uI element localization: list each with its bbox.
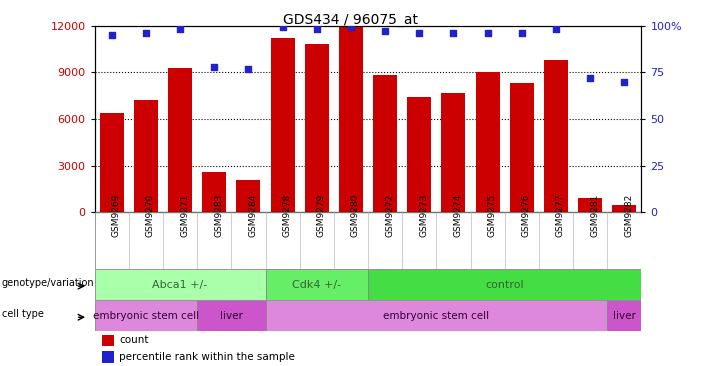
Text: GSM9276: GSM9276 bbox=[522, 193, 531, 237]
Bar bbox=[100, 113, 123, 212]
Bar bbox=[544, 60, 568, 212]
Text: GSM9269: GSM9269 bbox=[111, 193, 121, 237]
Text: GSM9284: GSM9284 bbox=[248, 194, 257, 237]
Text: GSM9271: GSM9271 bbox=[180, 193, 189, 237]
Point bbox=[619, 79, 630, 85]
Bar bbox=[203, 172, 226, 212]
Point bbox=[516, 30, 527, 36]
Point bbox=[277, 25, 288, 30]
Bar bbox=[613, 205, 637, 212]
Text: embryonic stem cell: embryonic stem cell bbox=[383, 311, 489, 321]
Text: GSM9275: GSM9275 bbox=[488, 193, 496, 237]
Text: genotype/variation: genotype/variation bbox=[2, 278, 95, 288]
Text: GDS434 / 96075_at: GDS434 / 96075_at bbox=[283, 13, 418, 27]
Text: GSM9273: GSM9273 bbox=[419, 193, 428, 237]
Text: GSM9270: GSM9270 bbox=[146, 193, 155, 237]
Point bbox=[482, 30, 494, 36]
Point bbox=[414, 30, 425, 36]
Point bbox=[175, 26, 186, 32]
Bar bbox=[305, 44, 329, 212]
Bar bbox=[134, 100, 158, 212]
Bar bbox=[442, 93, 465, 212]
Bar bbox=[266, 269, 368, 300]
Bar bbox=[476, 71, 500, 212]
Bar bbox=[339, 26, 363, 212]
Text: GSM9274: GSM9274 bbox=[454, 194, 463, 237]
Text: GSM9277: GSM9277 bbox=[556, 193, 565, 237]
Bar bbox=[373, 75, 397, 212]
Point bbox=[448, 30, 459, 36]
Text: percentile rank within the sample: percentile rank within the sample bbox=[119, 352, 295, 362]
Text: control: control bbox=[485, 280, 524, 290]
Bar bbox=[407, 97, 431, 212]
Point bbox=[140, 30, 151, 36]
Bar bbox=[236, 180, 260, 212]
Text: GSM9282: GSM9282 bbox=[625, 194, 633, 237]
Bar bbox=[368, 269, 641, 300]
Point bbox=[243, 66, 254, 71]
Text: embryonic stem cell: embryonic stem cell bbox=[93, 311, 199, 321]
Bar bbox=[197, 300, 266, 331]
Text: GSM9283: GSM9283 bbox=[215, 193, 223, 237]
Text: GSM9279: GSM9279 bbox=[317, 193, 326, 237]
Text: GSM9281: GSM9281 bbox=[590, 193, 599, 237]
Text: GSM9272: GSM9272 bbox=[385, 194, 394, 237]
Point bbox=[550, 26, 562, 32]
Bar bbox=[102, 335, 114, 346]
Bar bbox=[266, 300, 607, 331]
Bar bbox=[607, 300, 641, 331]
Point bbox=[209, 64, 220, 70]
Point bbox=[585, 75, 596, 81]
Text: GSM9278: GSM9278 bbox=[283, 193, 292, 237]
Bar bbox=[95, 300, 197, 331]
Bar bbox=[578, 198, 602, 212]
Text: Cdk4 +/-: Cdk4 +/- bbox=[292, 280, 341, 290]
Point bbox=[379, 28, 390, 34]
Text: liver: liver bbox=[613, 311, 636, 321]
Point bbox=[106, 32, 117, 38]
Bar bbox=[95, 269, 266, 300]
Point bbox=[346, 25, 357, 30]
Bar bbox=[510, 83, 533, 212]
Bar bbox=[271, 38, 294, 212]
Bar bbox=[102, 351, 114, 362]
Bar bbox=[168, 68, 192, 212]
Text: cell type: cell type bbox=[2, 309, 43, 319]
Text: Abca1 +/-: Abca1 +/- bbox=[152, 280, 207, 290]
Text: count: count bbox=[119, 336, 149, 346]
Text: GSM9280: GSM9280 bbox=[351, 193, 360, 237]
Text: liver: liver bbox=[220, 311, 243, 321]
Point bbox=[311, 26, 322, 32]
